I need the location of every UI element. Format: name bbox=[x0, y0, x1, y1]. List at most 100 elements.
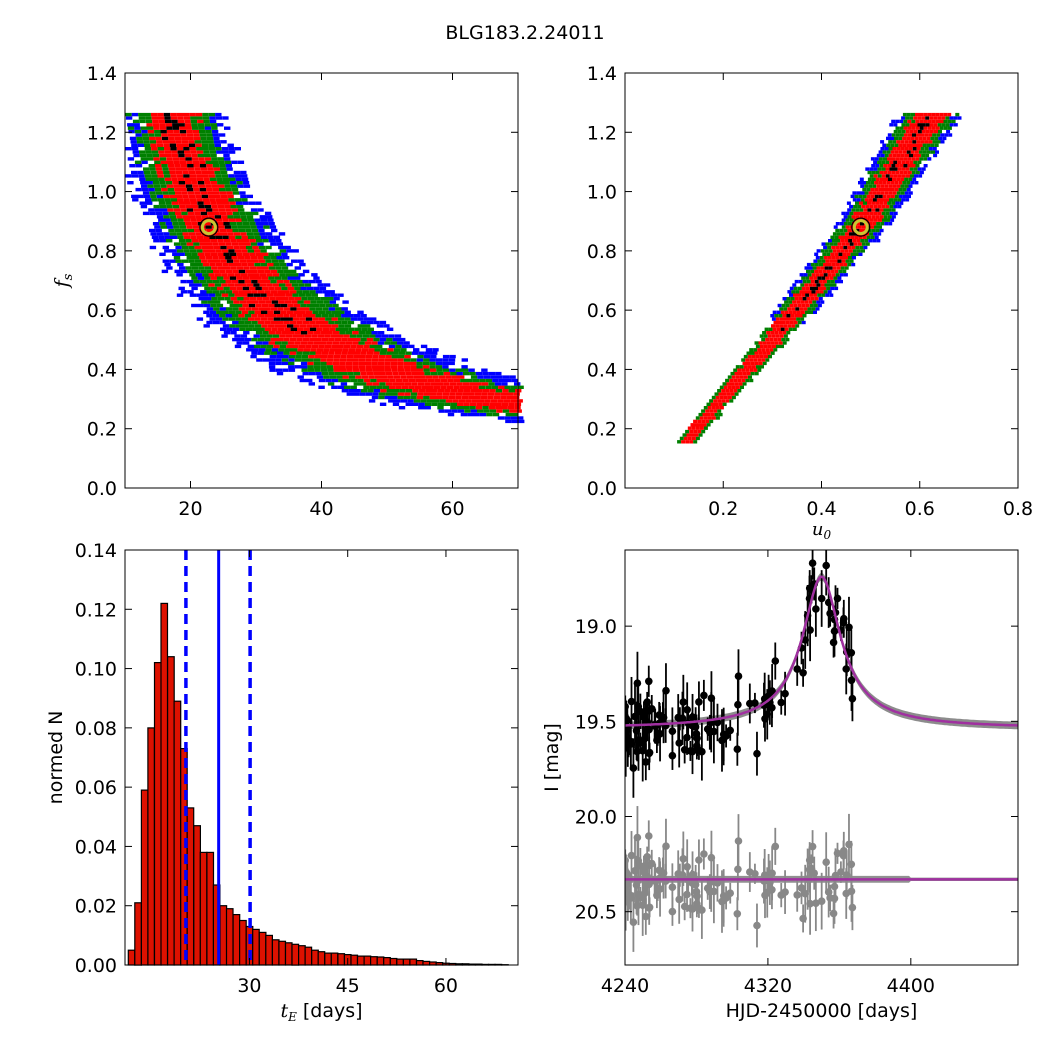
heatmap-cell bbox=[224, 225, 232, 229]
hist-bar bbox=[153, 661, 162, 966]
heatmap-cell bbox=[513, 395, 520, 400]
heatmap-cell bbox=[881, 204, 886, 209]
heatmap-cell bbox=[281, 276, 288, 280]
heatmap-cell bbox=[884, 177, 888, 181]
heatmap-cell bbox=[794, 297, 799, 301]
heatmap-cell bbox=[186, 129, 193, 134]
heatmap-cell bbox=[730, 382, 735, 386]
heatmap-cell bbox=[391, 354, 398, 359]
heatmap-cell bbox=[333, 354, 341, 359]
heatmap-cell bbox=[232, 290, 239, 294]
heatmap-cell bbox=[923, 157, 928, 161]
heatmap-cell bbox=[256, 297, 263, 301]
heatmap-cell bbox=[246, 232, 254, 236]
heatmap-cell bbox=[398, 371, 406, 376]
heatmap-cell bbox=[933, 153, 938, 158]
residual-point bbox=[839, 851, 848, 860]
heatmap-cell bbox=[179, 129, 187, 134]
heatmap-cell bbox=[778, 331, 783, 335]
x-tick-label: 0.4 bbox=[806, 498, 836, 520]
heatmap-cell bbox=[195, 283, 202, 287]
heatmap-cell bbox=[782, 314, 787, 318]
heatmap-cell bbox=[210, 303, 217, 308]
heatmap-cell bbox=[709, 409, 714, 413]
heatmap-cell bbox=[344, 324, 352, 328]
heatmap-cell bbox=[255, 286, 262, 291]
heatmap-cell bbox=[206, 136, 214, 141]
heatmap-cell bbox=[395, 378, 403, 383]
heatmap-cell bbox=[371, 395, 379, 400]
heatmap-cell bbox=[798, 279, 803, 284]
data-point bbox=[638, 746, 647, 755]
heatmap-cell bbox=[231, 256, 238, 260]
heatmap-cell bbox=[900, 147, 905, 151]
heatmap-cell bbox=[155, 136, 162, 141]
heatmap-cell bbox=[860, 184, 865, 188]
heatmap-cell bbox=[924, 140, 929, 144]
heatmap-cell bbox=[517, 385, 524, 389]
heatmap-cell bbox=[934, 143, 939, 147]
heatmap-cell bbox=[878, 181, 883, 185]
heatmap-cell bbox=[447, 378, 454, 383]
heatmap-cell bbox=[192, 129, 199, 134]
heatmap-cell bbox=[212, 164, 220, 168]
heatmap-cell bbox=[286, 317, 293, 321]
heatmap-cell bbox=[311, 334, 318, 338]
heatmap-cell bbox=[206, 314, 213, 318]
heatmap-cell bbox=[379, 320, 387, 325]
heatmap-cell bbox=[308, 371, 316, 376]
heatmap-cell bbox=[749, 378, 754, 383]
heatmap-cell bbox=[129, 164, 136, 168]
heatmap-cell bbox=[360, 314, 367, 318]
heatmap-cell bbox=[265, 245, 272, 250]
heatmap-cell bbox=[244, 279, 252, 284]
heatmap-cell bbox=[379, 337, 387, 342]
heatmap-cell bbox=[232, 337, 239, 342]
heatmap-cell bbox=[246, 259, 253, 263]
heatmap-cell bbox=[723, 395, 728, 400]
hist-bar bbox=[370, 956, 378, 966]
heatmap-cell bbox=[387, 348, 394, 352]
heatmap-cell bbox=[908, 140, 913, 144]
residual-point bbox=[675, 895, 683, 904]
heatmap-cell bbox=[916, 140, 921, 144]
heatmap-cell bbox=[469, 406, 476, 410]
heatmap-cell bbox=[697, 419, 702, 424]
heatmap-cell bbox=[935, 112, 940, 117]
heatmap-cell bbox=[439, 399, 446, 403]
heatmap-cell bbox=[217, 286, 224, 291]
heatmap-cell bbox=[489, 389, 496, 393]
hist-bar bbox=[298, 945, 306, 966]
heatmap-cell bbox=[155, 191, 163, 195]
heatmap-cell bbox=[127, 123, 134, 127]
hist-bar bbox=[389, 957, 398, 966]
heatmap-cell bbox=[360, 337, 367, 342]
heatmap-cell bbox=[324, 293, 331, 297]
heatmap-cell bbox=[873, 160, 878, 164]
heatmap-cell bbox=[225, 256, 232, 260]
heatmap-cell bbox=[895, 164, 900, 168]
heatmap-cell bbox=[416, 365, 423, 369]
heatmap-cell bbox=[456, 406, 463, 410]
heatmap-cell bbox=[229, 177, 236, 181]
heatmap-cell bbox=[223, 286, 230, 291]
heatmap-cell bbox=[730, 371, 735, 376]
heatmap-cell bbox=[816, 283, 821, 287]
heatmap-cell bbox=[188, 245, 195, 250]
heatmap-cell bbox=[859, 245, 864, 250]
heatmap-cell bbox=[457, 389, 464, 393]
heatmap-cell bbox=[132, 119, 140, 124]
heatmap-cell bbox=[378, 354, 386, 359]
heatmap-cell bbox=[874, 181, 879, 185]
heatmap-cell bbox=[147, 184, 154, 188]
residual-point bbox=[668, 907, 677, 916]
heatmap-cell bbox=[178, 201, 185, 205]
heatmap-cell bbox=[868, 198, 873, 202]
heatmap-cell bbox=[235, 324, 242, 328]
heatmap-cell bbox=[908, 177, 913, 181]
heatmap-cell bbox=[410, 361, 417, 366]
heatmap-cell bbox=[831, 262, 836, 267]
heatmap-cell bbox=[221, 249, 229, 253]
heatmap-cell bbox=[479, 378, 486, 383]
heatmap-cell bbox=[717, 389, 722, 393]
